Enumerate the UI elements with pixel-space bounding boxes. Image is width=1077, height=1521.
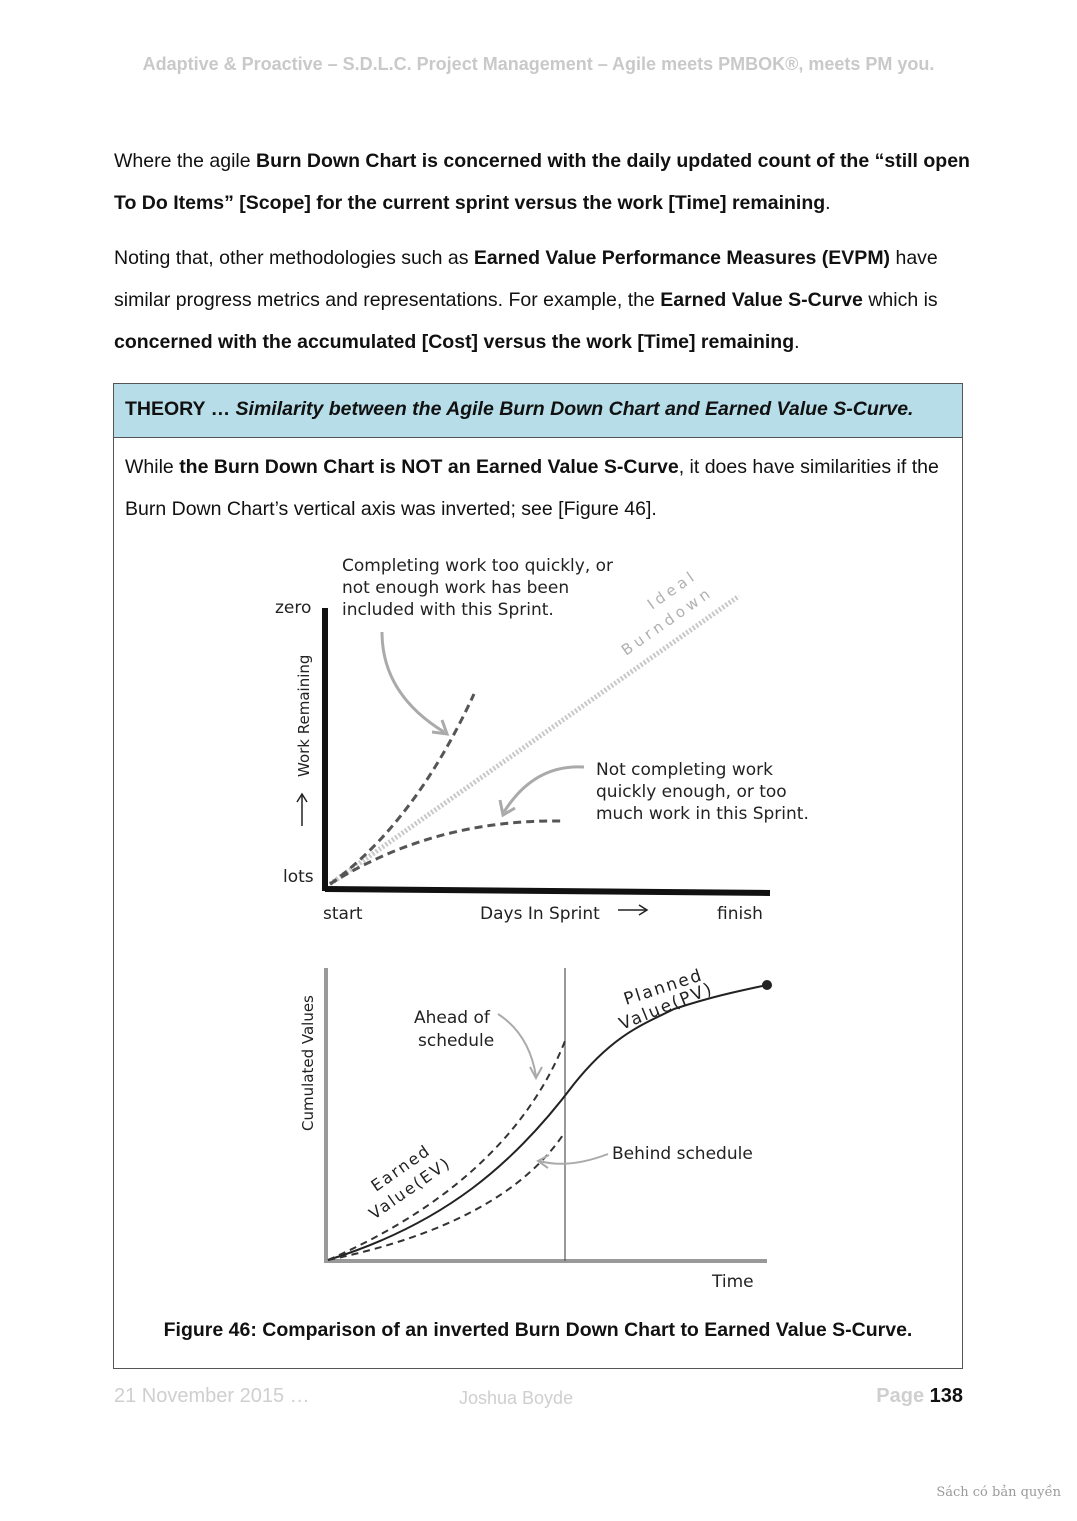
evpm-bold-3: concerned with the accumulated [Cost] ve… bbox=[114, 331, 795, 353]
burndown-x-arrow bbox=[618, 904, 649, 916]
scurve-y-axis-label: Cumulated Values bbox=[299, 995, 317, 1131]
theory-text-2: , it does have similarities if the Burn … bbox=[125, 456, 939, 520]
note-fast-line-1: Completing work too quickly, or bbox=[342, 556, 613, 576]
burndown-x-axis-label: Days In Sprint bbox=[480, 904, 600, 924]
running-header: Adaptive & Proactive – S.D.L.C. Project … bbox=[142, 54, 935, 74]
evpm-text-1: Noting that, other methodologies such as bbox=[114, 247, 474, 269]
burndown-figure: zero lots Work Remaining start Days In S… bbox=[275, 556, 809, 1292]
copyright-watermark: Sách có bản quyền bbox=[936, 1485, 1061, 1500]
evpm-paragraph: Noting that, other methodologies such as… bbox=[114, 237, 974, 363]
theory-label: THEORY … bbox=[125, 398, 236, 420]
note-slow-line-1: Not completing work bbox=[596, 760, 773, 780]
figure-caption: Figure 46: Comparison of an inverted Bur… bbox=[163, 1319, 913, 1341]
ideal-burndown-line bbox=[328, 593, 741, 887]
evpm-text-3: which is bbox=[862, 289, 938, 311]
too-slow-curve bbox=[329, 819, 563, 886]
theory-text-1: While bbox=[125, 456, 180, 478]
planned-value-curve bbox=[327, 984, 768, 1261]
intro-paragraph: Where the agile Burn Down Chart is conce… bbox=[114, 140, 974, 224]
footer-page: Page 138 bbox=[876, 1385, 963, 1408]
evpm-text-4: . bbox=[794, 331, 800, 353]
theory-heading: THEORY … Similarity between the Agile Bu… bbox=[114, 384, 962, 438]
ahead-arrow bbox=[497, 1013, 537, 1077]
page-number: 138 bbox=[929, 1385, 963, 1407]
note-slow-arrow bbox=[502, 765, 585, 813]
too-fast-curve bbox=[329, 693, 476, 886]
footer-date: 21 November 2015 … bbox=[114, 1385, 310, 1407]
burndown-zero-label: zero bbox=[275, 598, 311, 618]
behind-label: Behind schedule bbox=[612, 1144, 753, 1164]
note-slow-line-2: quickly enough, or too bbox=[596, 782, 787, 802]
scurve-x-axis-label: Time bbox=[711, 1272, 754, 1292]
footer-author: Joshua Boyde bbox=[459, 1388, 574, 1408]
planned-value-endpoint bbox=[762, 980, 772, 990]
note-fast-arrow bbox=[380, 631, 445, 734]
burndown-start-label: start bbox=[323, 904, 363, 924]
burndown-x-axis bbox=[324, 886, 771, 896]
theory-title: Similarity between the Agile Burn Down C… bbox=[235, 398, 914, 420]
behind-curve bbox=[327, 1131, 566, 1261]
evpm-text-2: have similar progress metrics and repres… bbox=[114, 247, 938, 311]
ahead-label-2: schedule bbox=[418, 1031, 494, 1051]
evpm-bold-2: Earned Value S-Curve bbox=[660, 289, 863, 311]
intro-bold-text: Burn Down Chart is concerned with the da… bbox=[114, 150, 970, 214]
behind-arrow bbox=[538, 1153, 609, 1165]
note-fast-line-3: included with this Sprint. bbox=[342, 600, 554, 620]
burndown-lots-label: lots bbox=[283, 867, 314, 887]
theory-box: THEORY … Similarity between the Agile Bu… bbox=[113, 383, 963, 1369]
page-label: Page bbox=[876, 1385, 930, 1407]
burndown-finish-label: finish bbox=[717, 904, 763, 924]
ahead-curve bbox=[327, 1040, 566, 1261]
intro-text: Where the agile bbox=[114, 150, 256, 172]
note-slow-line-3: much work in this Sprint. bbox=[596, 804, 809, 824]
theory-body: While the Burn Down Chart is NOT an Earn… bbox=[125, 446, 955, 530]
intro-period: . bbox=[825, 192, 831, 214]
note-fast-line-2: not enough work has been bbox=[342, 578, 569, 598]
evpm-bold-1: Earned Value Performance Measures (EVPM) bbox=[473, 247, 891, 269]
ahead-label-1: Ahead of bbox=[414, 1008, 491, 1028]
theory-bold: the Burn Down Chart is NOT an Earned Val… bbox=[179, 456, 679, 478]
burndown-y-axis-label: Work Remaining bbox=[295, 655, 313, 777]
